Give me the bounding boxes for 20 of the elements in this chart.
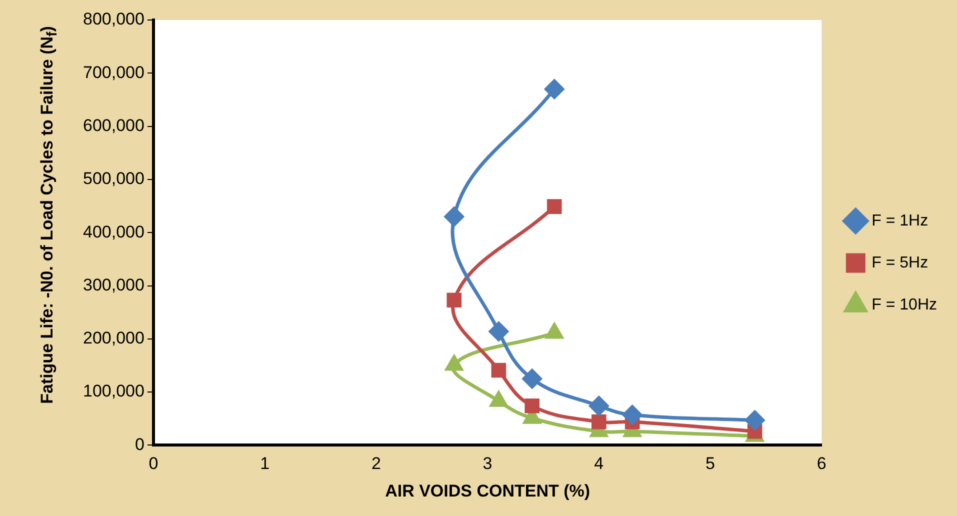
y-tick-label: 400,000 xyxy=(83,222,144,242)
x-tick-label: 3 xyxy=(482,454,492,474)
y-tick-label: 300,000 xyxy=(83,275,144,294)
x-tick-label: 0 xyxy=(148,454,158,474)
y-tick-label: 200,000 xyxy=(83,328,144,348)
x-tick-label: 2 xyxy=(371,454,381,474)
y-tick-label: 700,000 xyxy=(83,62,144,82)
x-tick-label: 6 xyxy=(816,454,826,474)
x-tick-label: 4 xyxy=(594,454,604,474)
legend-label: F = 10Hz xyxy=(872,296,937,314)
y-tick-label: 0 xyxy=(134,434,144,454)
y-tick-label: 600,000 xyxy=(83,116,144,135)
x-tick-label: 1 xyxy=(260,454,270,474)
y-tick-label: 800,000 xyxy=(83,10,144,29)
legend-label: F = 1Hz xyxy=(872,212,928,230)
x-tick-label: 5 xyxy=(706,454,716,474)
y-tick-label: 500,000 xyxy=(83,169,144,188)
legend-label: F = 5Hz xyxy=(872,254,928,272)
y-tick-label: 100,000 xyxy=(83,382,144,401)
x-axis-title: AIR VOIDS CONTENT (%) xyxy=(385,481,590,500)
